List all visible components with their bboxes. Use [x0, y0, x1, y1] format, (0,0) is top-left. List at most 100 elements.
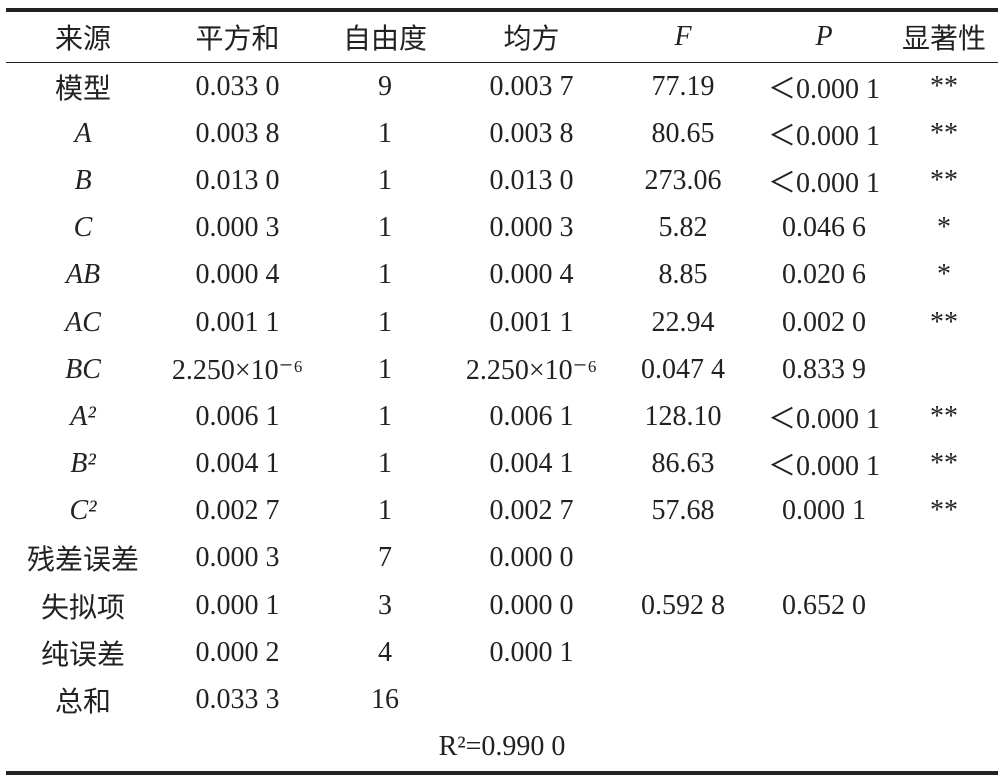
value-cell	[758, 676, 890, 723]
value-cell: 0.002 7	[489, 495, 574, 527]
value-cell: 0.003 8	[195, 117, 280, 149]
source-cell: A	[74, 117, 92, 149]
source-cell: 残差误差	[26, 545, 139, 577]
value-cell: ＜0.000 1	[767, 403, 880, 435]
source-cell: B	[74, 164, 92, 196]
value-cell	[608, 676, 758, 723]
value-cell	[890, 346, 998, 393]
source-cell: B²	[70, 448, 96, 480]
source-cell: 模型	[54, 73, 111, 105]
value-cell: 0.046 6	[782, 212, 866, 244]
value-cell	[455, 676, 608, 723]
value-cell: 1	[378, 306, 392, 338]
value-cell: 0.013 0	[195, 164, 280, 196]
value-cell: 0.001 1	[195, 306, 280, 338]
value-cell: 0.002 7	[195, 495, 280, 527]
table-row: AB 0.000 4 1 0.000 4 8.85 0.020 6 *	[6, 252, 998, 299]
value-cell: 0.000 3	[195, 212, 280, 244]
value-cell: 0.000 3	[489, 212, 574, 244]
footer-row: R²=0.990 0	[6, 724, 998, 773]
header-cell: 平方和	[195, 24, 280, 55]
value-cell: 0.003 8	[489, 117, 574, 149]
header-cell: F	[674, 21, 692, 52]
header-cell: P	[815, 21, 833, 52]
value-cell: 3	[378, 589, 392, 621]
source-cell: C	[73, 212, 93, 244]
value-cell: 0.033 0	[195, 70, 280, 102]
value-cell: 0.000 1	[195, 589, 280, 621]
header-cell: 显著性	[901, 24, 986, 55]
value-cell: 0.033 3	[195, 684, 280, 716]
value-cell: **	[930, 164, 958, 196]
source-cell: AC	[65, 306, 101, 338]
source-cell: BC	[65, 353, 101, 385]
value-cell	[890, 676, 998, 723]
table-row: A² 0.006 1 1 0.006 1 128.10 ＜0.000 1 **	[6, 393, 998, 440]
value-cell: **	[930, 117, 958, 149]
table-row: A 0.003 8 1 0.003 8 80.65 ＜0.000 1 **	[6, 110, 998, 157]
table-row: BC 2.250×10⁻⁶ 1 2.250×10⁻⁶ 0.047 4 0.833 9	[6, 346, 998, 393]
value-cell: 0.000 1	[782, 495, 866, 527]
table-row: 残差误差 0.000 3 7 0.000 0	[6, 535, 998, 582]
value-cell: 1	[378, 448, 392, 480]
value-cell	[758, 629, 890, 676]
value-cell: 128.10	[644, 400, 722, 432]
value-cell: 1	[378, 212, 392, 244]
value-cell: 4	[378, 636, 392, 668]
value-cell: 0.652 0	[782, 589, 866, 621]
source-cell: 总和	[54, 687, 111, 719]
value-cell: ＜0.000 1	[767, 167, 880, 199]
value-cell: ＜0.000 1	[767, 120, 880, 152]
table-row: C 0.000 3 1 0.000 3 5.82 0.046 6 *	[6, 205, 998, 252]
value-cell	[608, 535, 758, 582]
value-cell: *	[937, 212, 951, 244]
value-cell: 0.047 4	[641, 353, 725, 385]
value-cell: **	[930, 448, 958, 480]
value-cell: 0.004 1	[195, 448, 280, 480]
value-cell: 8.85	[658, 259, 708, 291]
value-cell: 77.19	[651, 70, 715, 102]
value-cell: 0.004 1	[489, 448, 574, 480]
value-cell: 80.65	[651, 117, 715, 149]
value-cell: 0.000 1	[489, 636, 574, 668]
header-cell: 均方	[503, 24, 560, 55]
source-cell: 纯误差	[40, 639, 125, 671]
value-cell: 0.000 0	[489, 589, 574, 621]
value-cell: ＜0.000 1	[767, 451, 880, 483]
value-cell: 0.592 8	[641, 589, 725, 621]
value-cell	[890, 582, 998, 629]
value-cell	[758, 535, 890, 582]
value-cell: 1	[378, 164, 392, 196]
value-cell: 1	[378, 117, 392, 149]
table-row: 总和 0.033 3 16	[6, 676, 998, 723]
source-cell: C²	[69, 495, 97, 527]
value-cell: 0.002 0	[782, 306, 866, 338]
value-cell: 0.013 0	[489, 164, 574, 196]
value-cell: 0.000 4	[489, 259, 574, 291]
value-cell: 0.000 4	[195, 259, 280, 291]
value-cell: 0.001 1	[489, 306, 574, 338]
value-cell	[890, 535, 998, 582]
value-cell: 0.000 3	[195, 542, 280, 574]
value-cell	[890, 629, 998, 676]
header-cell: 来源	[54, 24, 111, 55]
value-cell: 1	[378, 353, 392, 385]
source-cell: A²	[70, 400, 96, 432]
value-cell: 0.833 9	[782, 353, 866, 385]
value-cell: 57.68	[651, 495, 715, 527]
value-cell: 22.94	[651, 306, 715, 338]
value-cell: ＜0.000 1	[767, 73, 880, 105]
value-cell: 2.250×10⁻⁶	[171, 354, 304, 386]
value-cell: 0.003 7	[489, 70, 574, 102]
source-cell: 失拟项	[40, 592, 125, 624]
value-cell: **	[930, 306, 958, 338]
value-cell: 0.020 6	[782, 259, 866, 291]
value-cell: **	[930, 70, 958, 102]
table-row: 失拟项 0.000 1 3 0.000 0 0.592 8 0.652 0	[6, 582, 998, 629]
value-cell: 0.000 2	[195, 636, 280, 668]
header-cell: 自由度	[342, 24, 427, 55]
source-cell: AB	[65, 259, 101, 291]
header-row: 来源 平方和 自由度 均方 F P 显著性	[6, 10, 998, 63]
value-cell	[608, 629, 758, 676]
